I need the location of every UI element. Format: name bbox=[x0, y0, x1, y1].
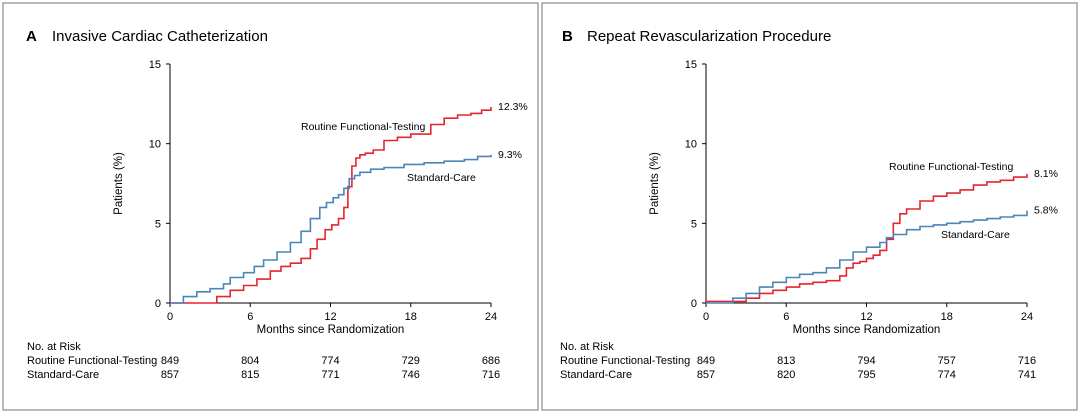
panel-a-at-risk-heading: No. at Risk bbox=[27, 341, 81, 353]
panel-a-letter: A bbox=[26, 28, 37, 45]
panel-a: A Invasive Cardiac Catheterization No. a… bbox=[26, 28, 528, 381]
panel-b-letter: B bbox=[562, 28, 573, 45]
panel-b-x-tick-label: 0 bbox=[703, 311, 709, 323]
panel-a-series-routine-name-label: Routine Functional-Testing bbox=[301, 121, 425, 133]
panel-a-frame bbox=[2, 2, 539, 411]
panel-b-series-standard-line bbox=[706, 210, 1028, 304]
panel-a-x-tick-label: 24 bbox=[485, 311, 497, 323]
panel-b-x-tick-label: 6 bbox=[783, 311, 789, 323]
panel-a-series-standard-end-label: 9.3% bbox=[498, 149, 522, 161]
panel-b-at-risk-routine-value: 813 bbox=[777, 355, 795, 367]
panel-b: B Repeat Revascularization Procedure No.… bbox=[560, 28, 1058, 381]
panel-a-at-risk-routine-value: 774 bbox=[321, 355, 339, 367]
panel-b-x-tick-label: 18 bbox=[941, 311, 953, 323]
panel-a-series-routine-line bbox=[170, 107, 492, 304]
panel-a-at-risk-label-routine: Routine Functional-Testing bbox=[27, 355, 157, 367]
panel-b-series-routine-line bbox=[706, 173, 1028, 303]
panel-b-y-axis-label: Patients (%) bbox=[649, 152, 661, 215]
panel-b-at-risk-standard-value: 857 bbox=[697, 369, 715, 381]
panel-a-at-risk-standard-value: 716 bbox=[482, 369, 500, 381]
panel-b-y-tick-label: 5 bbox=[691, 218, 697, 230]
panel-a-at-risk-routine-value: 804 bbox=[241, 355, 259, 367]
panel-b-plot: 0 5 10 15 0 6 12 18 24 Months since Randomization… bbox=[649, 59, 1058, 381]
panel-a-y-tick-label: 5 bbox=[155, 218, 161, 230]
panel-b-at-risk-routine-value: 757 bbox=[938, 355, 956, 367]
panel-b-y-tick-label: 10 bbox=[685, 139, 697, 151]
panel-b-y-tick-label: 0 bbox=[691, 298, 697, 310]
panel-a-series-standard-name-label: Standard-Care bbox=[407, 172, 476, 184]
panel-a-y-tick-label: 10 bbox=[149, 139, 161, 151]
panel-a-at-risk-standard-value: 746 bbox=[402, 369, 420, 381]
panel-a-y-tick-label: 15 bbox=[149, 59, 161, 71]
panel-a-at-risk-standard-value: 815 bbox=[241, 369, 259, 381]
panel-a-plot: 0 5 10 15 0 6 12 18 24 Months since Randomization… bbox=[113, 59, 528, 381]
panel-b-series-standard-name-label: Standard-Care bbox=[941, 229, 1010, 241]
panel-a-at-risk-routine-value: 849 bbox=[161, 355, 179, 367]
panel-b-series-routine-end-label: 8.1% bbox=[1034, 168, 1058, 180]
panel-a-y-axis-label: Patients (%) bbox=[113, 152, 125, 215]
panel-b-at-risk-standard-value: 741 bbox=[1018, 369, 1036, 381]
panel-a-at-risk-routine-value: 729 bbox=[402, 355, 420, 367]
panel-b-at-risk-routine-value: 849 bbox=[697, 355, 715, 367]
panel-b-at-risk-standard-value: 795 bbox=[857, 369, 875, 381]
panel-a-x-axis-label: Months since Randomization bbox=[257, 324, 405, 336]
panel-b-title: Repeat Revascularization Procedure bbox=[587, 28, 831, 45]
panel-a-at-risk-routine-value: 686 bbox=[482, 355, 500, 367]
panel-b-at-risk-routine-value: 716 bbox=[1018, 355, 1036, 367]
panel-a-x-tick-label: 0 bbox=[167, 311, 173, 323]
panel-a-at-risk-standard-value: 771 bbox=[321, 369, 339, 381]
panel-b-at-risk-label-standard: Standard-Care bbox=[560, 369, 632, 381]
panel-a-at-risk-label-standard: Standard-Care bbox=[27, 369, 99, 381]
panel-a-title: Invasive Cardiac Catheterization bbox=[52, 28, 268, 45]
panel-b-at-risk-label-routine: Routine Functional-Testing bbox=[560, 355, 690, 367]
panel-b-at-risk-standard-value: 774 bbox=[938, 369, 956, 381]
panel-b-x-tick-label: 12 bbox=[860, 311, 872, 323]
panel-b-x-axis-label: Months since Randomization bbox=[793, 324, 941, 336]
panel-b-x-tick-label: 24 bbox=[1021, 311, 1033, 323]
panel-a-series-standard-line bbox=[170, 154, 492, 304]
panel-a-x-tick-label: 18 bbox=[405, 311, 417, 323]
panel-a-at-risk-standard-value: 857 bbox=[161, 369, 179, 381]
panel-b-frame bbox=[541, 2, 1078, 411]
panel-b-at-risk-heading: No. at Risk bbox=[560, 341, 614, 353]
panel-b-series-routine-name-label: Routine Functional-Testing bbox=[889, 161, 1013, 173]
panel-b-y-tick-label: 15 bbox=[685, 59, 697, 71]
panel-a-y-tick-label: 0 bbox=[155, 298, 161, 310]
panel-a-x-tick-label: 12 bbox=[324, 311, 336, 323]
panel-a-x-tick-label: 6 bbox=[247, 311, 253, 323]
panel-b-at-risk-standard-value: 820 bbox=[777, 369, 795, 381]
panel-b-series-standard-end-label: 5.8% bbox=[1034, 205, 1058, 217]
panel-a-series-routine-end-label: 12.3% bbox=[498, 101, 528, 113]
panel-b-at-risk-routine-value: 794 bbox=[857, 355, 875, 367]
